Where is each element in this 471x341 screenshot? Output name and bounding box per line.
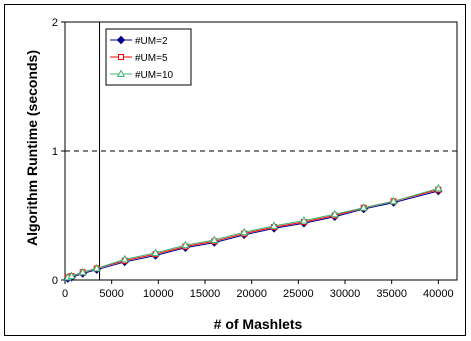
data-point: [151, 248, 160, 256]
data-point: [210, 235, 219, 244]
legend-marker: [118, 54, 124, 60]
legend-marker: [116, 35, 126, 45]
y-tick-label: 2: [52, 17, 58, 29]
x-tick-label: 35000: [376, 288, 407, 300]
data-point: [434, 183, 443, 192]
data-point: [299, 216, 308, 224]
x-tick-label: 30000: [330, 288, 361, 300]
legend-label: #UM=5: [135, 53, 168, 64]
data-point: [92, 263, 101, 272]
x-tick-label: 25000: [283, 288, 314, 300]
x-tick-label: 40000: [423, 288, 454, 300]
legend-label: #UM=2: [135, 36, 168, 47]
x-tick-label: 20000: [236, 288, 267, 300]
x-tick-label: 5000: [99, 288, 123, 300]
x-tick-label: 15000: [190, 288, 221, 300]
x-axis-title: # of Mashlets: [214, 316, 303, 332]
legend-marker: [116, 69, 126, 77]
series-3: [63, 183, 443, 281]
y-tick-label: 1: [52, 146, 58, 158]
x-tick-label: 10000: [143, 288, 174, 300]
legend-label: #UM=10: [135, 70, 174, 81]
data-point: [240, 227, 249, 236]
data-point: [78, 267, 87, 276]
data-point: [359, 203, 368, 211]
data-point: [67, 271, 76, 280]
data-point: [120, 254, 129, 263]
y-axis-title: Algorithm Runtime (seconds): [24, 50, 40, 246]
data-point: [270, 221, 279, 229]
data-point: [330, 209, 339, 218]
data-point: [181, 240, 190, 249]
y-tick-label: 0: [52, 275, 58, 287]
data-point: [389, 196, 398, 205]
x-tick-label: 0: [62, 288, 68, 300]
legend: #UM=2 #UM=5 #UM=10: [105, 28, 192, 86]
